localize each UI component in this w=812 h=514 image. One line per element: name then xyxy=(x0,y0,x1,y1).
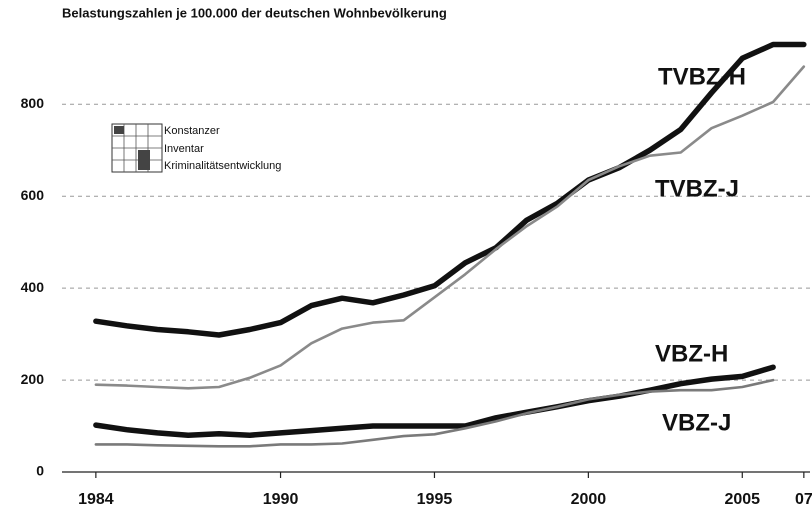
series-label: VBZ-H xyxy=(655,340,728,367)
series-line xyxy=(94,65,806,390)
logo: Konstanzer Inventar Kriminalitätsentwick… xyxy=(111,123,281,173)
series-label: TVBZ-H xyxy=(658,63,746,90)
chart-title: Belastungszahlen je 100.000 der deutsche… xyxy=(62,5,447,20)
logo-shape xyxy=(138,150,150,170)
y-tick-label: 600 xyxy=(21,187,45,203)
logo-shape xyxy=(114,126,124,134)
y-tick-label: 400 xyxy=(21,279,45,295)
logo-text: Kriminalitätsentwicklung xyxy=(164,160,281,172)
y-tick-label: 200 xyxy=(21,371,45,387)
y-tick-label: 0 xyxy=(36,463,44,479)
series-label: TVBZ-J xyxy=(655,175,739,202)
x-tick-label: 1984 xyxy=(78,491,114,508)
logo-text: Inventar xyxy=(164,143,204,155)
x-tick-label: 1995 xyxy=(417,491,453,508)
logo-grid xyxy=(112,124,162,172)
y-tick-label: 800 xyxy=(21,95,45,111)
series-line xyxy=(93,41,807,338)
x-tick-label: 1990 xyxy=(263,491,299,508)
x-tick-label: 07 xyxy=(795,491,812,508)
x-tick-label: 2005 xyxy=(724,491,760,508)
logo-text: Konstanzer xyxy=(164,125,220,137)
series-label: VBZ-J xyxy=(662,409,731,436)
series-line xyxy=(94,378,775,448)
x-tick-label: 2000 xyxy=(571,491,607,508)
series-line xyxy=(93,364,776,438)
